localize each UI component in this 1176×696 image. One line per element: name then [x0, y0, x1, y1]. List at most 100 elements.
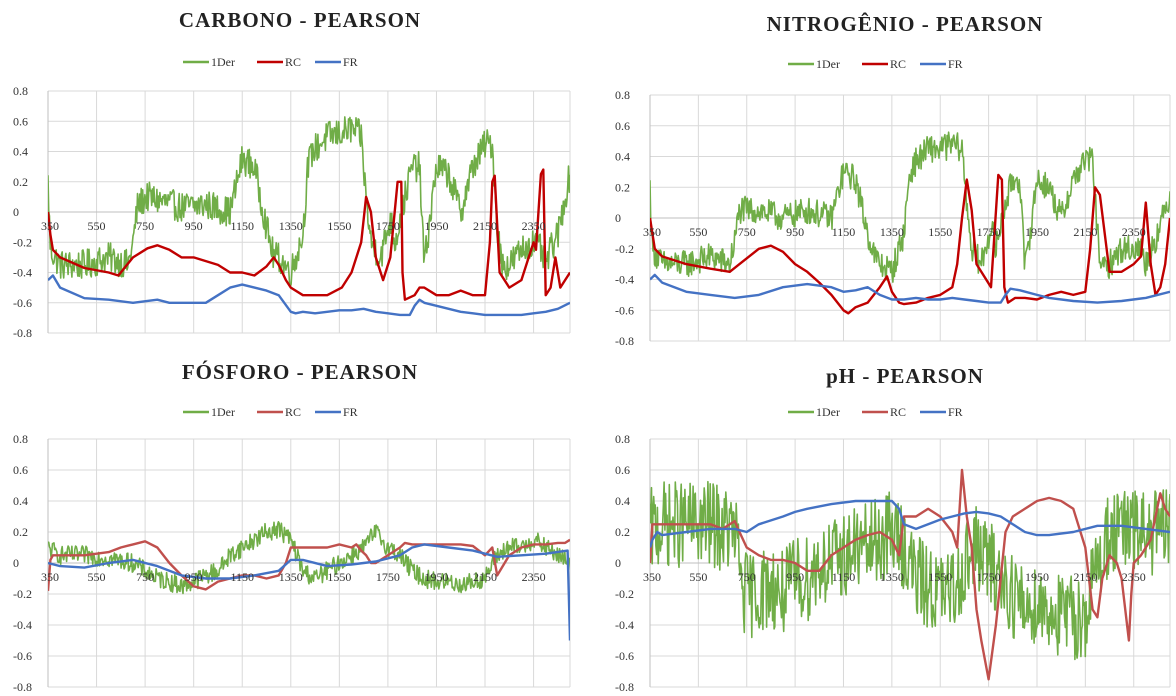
y-tick-label: 0.2 [615, 525, 630, 539]
x-tick-label: 1550 [327, 219, 351, 233]
x-tick-label: 1350 [880, 225, 904, 239]
legend-label: 1Der [211, 55, 235, 69]
legend-label: RC [890, 57, 906, 71]
chart-title: FÓSFORO - PEARSON [182, 360, 418, 384]
y-tick-label: -0.2 [13, 235, 32, 249]
x-tick-label: 2150 [473, 219, 497, 233]
legend-label: RC [890, 405, 906, 419]
y-tick-label: 0.8 [13, 432, 28, 446]
chart-title: CARBONO - PEARSON [179, 8, 421, 32]
series-line-fr [650, 499, 1170, 548]
series-line-1der [48, 116, 570, 288]
x-tick-label: 1750 [376, 219, 400, 233]
y-tick-label: 0.4 [615, 494, 630, 508]
legend-item-rc: RC [862, 57, 906, 71]
series-line-1der [48, 520, 570, 595]
x-tick-label: 2350 [1122, 225, 1146, 239]
y-tick-label: -0.8 [615, 334, 634, 348]
y-tick-label: -0.2 [13, 587, 32, 601]
y-tick-label: 0.6 [615, 119, 630, 133]
legend-label: RC [285, 55, 301, 69]
series-line-fr [48, 274, 570, 317]
x-tick-label: 1950 [424, 219, 448, 233]
legend-label: 1Der [816, 405, 840, 419]
x-tick-label: 750 [738, 570, 756, 584]
y-tick-label: 0.4 [13, 145, 28, 159]
y-tick-label: 0.2 [13, 525, 28, 539]
y-tick-label: 0.6 [13, 114, 28, 128]
y-tick-label: 0 [615, 556, 621, 570]
legend-item-fr: FR [315, 405, 358, 419]
legend-label: RC [285, 405, 301, 419]
x-tick-label: 1550 [928, 570, 952, 584]
y-tick-label: -0.4 [13, 266, 32, 280]
legend-item-fr: FR [315, 55, 358, 69]
y-tick-label: -0.4 [615, 273, 634, 287]
x-tick-label: 2150 [1073, 570, 1097, 584]
y-tick-label: 0.8 [13, 84, 28, 98]
x-tick-label: 550 [689, 225, 707, 239]
y-tick-label: -0.6 [615, 303, 634, 317]
x-tick-label: 1950 [424, 570, 448, 584]
x-tick-label: 350 [643, 570, 661, 584]
series-line-fr [650, 273, 1170, 304]
x-tick-label: 750 [738, 225, 756, 239]
y-tick-label: -0.2 [615, 587, 634, 601]
x-tick-label: 2150 [473, 570, 497, 584]
legend-label: 1Der [816, 57, 840, 71]
legend-label: FR [343, 405, 358, 419]
y-tick-label: 0.2 [615, 180, 630, 194]
y-tick-label: 0 [13, 556, 19, 570]
x-tick-label: 550 [88, 219, 106, 233]
x-tick-label: 2150 [1073, 225, 1097, 239]
x-tick-label: 1150 [230, 570, 254, 584]
y-tick-label: -0.6 [13, 649, 32, 663]
y-tick-label: -0.8 [13, 680, 32, 694]
x-tick-label: 350 [41, 570, 59, 584]
x-tick-label: 2350 [522, 570, 546, 584]
y-tick-label: -0.6 [13, 296, 32, 310]
legend-item-1der: 1Der [183, 405, 235, 419]
series-line-fr [48, 543, 570, 641]
x-tick-label: 1550 [327, 570, 351, 584]
legend-item-1der: 1Der [788, 405, 840, 419]
x-tick-label: 1750 [977, 225, 1001, 239]
y-tick-label: -0.4 [13, 618, 32, 632]
legend-item-rc: RC [862, 405, 906, 419]
x-tick-label: 2350 [1122, 570, 1146, 584]
chart-title: NITROGÊNIO - PEARSON [767, 12, 1044, 36]
legend-label: 1Der [211, 405, 235, 419]
y-tick-label: -0.6 [615, 649, 634, 663]
x-tick-label: 950 [185, 219, 203, 233]
x-tick-label: 1950 [1025, 570, 1049, 584]
chart-panel-2: NITROGÊNIO - PEARSON 1Der RC FR -0.8 -0.6 -0.4… [615, 12, 1171, 348]
x-tick-label: 1950 [1025, 225, 1049, 239]
y-tick-label: -0.8 [13, 326, 32, 340]
x-tick-label: 1750 [977, 570, 1001, 584]
y-tick-label: -0.2 [615, 242, 634, 256]
legend-label: FR [948, 405, 963, 419]
x-tick-label: 950 [786, 570, 804, 584]
legend-item-1der: 1Der [183, 55, 235, 69]
series-line-rc [650, 173, 1170, 315]
y-tick-label: 0.4 [615, 150, 630, 164]
x-tick-label: 1550 [928, 225, 952, 239]
x-tick-label: 950 [185, 570, 203, 584]
legend-item-rc: RC [257, 55, 301, 69]
series-line-rc [650, 468, 1170, 681]
x-tick-label: 350 [643, 225, 661, 239]
chart-panel-4: pH - PEARSON 1Der RC FR -0.8 -0.6 -0.4 -0.2 0 0.2… [615, 364, 1171, 694]
chart-title: pH - PEARSON [826, 364, 984, 388]
legend-item-fr: FR [920, 405, 963, 419]
y-tick-label: 0.8 [615, 432, 630, 446]
x-tick-label: 1150 [832, 225, 856, 239]
series-line-1der [650, 131, 1170, 283]
y-tick-label: 0.2 [13, 175, 28, 189]
legend-item-1der: 1Der [788, 57, 840, 71]
series-line-1der [650, 480, 1170, 661]
x-tick-label: 2350 [522, 219, 546, 233]
y-tick-label: 0 [615, 211, 621, 225]
series-line-rc [48, 168, 570, 301]
y-tick-label: 0.6 [615, 463, 630, 477]
